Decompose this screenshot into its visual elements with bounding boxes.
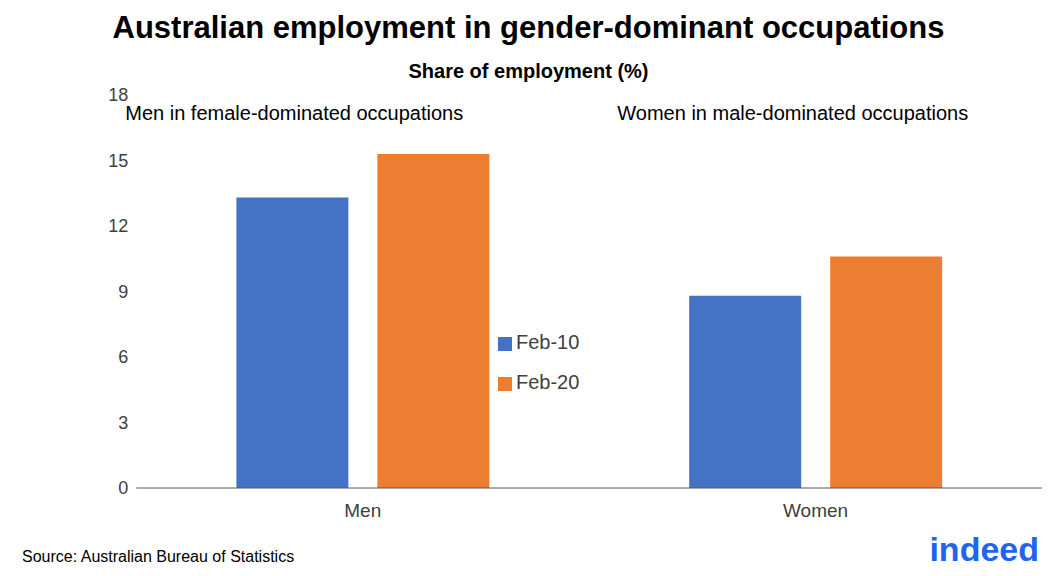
svg-text:6: 6: [118, 347, 128, 367]
html-text:Source: Australian Bureau of S: Source: Australian Bureau of Statistics: [22, 548, 295, 565]
svg-text:18: 18: [108, 85, 129, 106]
html-text:Men in female-dominated occupa: Men in female-dominated occupations: [125, 102, 464, 124]
html-text:Feb-20: Feb-20: [516, 371, 580, 393]
svg-text:Women: Women: [783, 500, 848, 521]
html-text:Women in male-dominated occupa: Women in male-dominated occupations: [617, 102, 969, 124]
html-text:Feb-10: Feb-10: [516, 331, 580, 353]
html-text:Share of employment (%): Share of employment (%): [408, 60, 649, 82]
html-text:indeed: indeed: [929, 530, 1039, 568]
svg-text:Men: Men: [344, 500, 381, 521]
svg-text:3: 3: [118, 413, 128, 433]
svg-text:12: 12: [108, 216, 128, 236]
html-text:Australian employment in gende: Australian employment in gender-dominant…: [112, 10, 945, 45]
svg-text:0: 0: [118, 478, 128, 498]
svg-text:15: 15: [108, 151, 128, 171]
svg-text:9: 9: [118, 282, 128, 302]
